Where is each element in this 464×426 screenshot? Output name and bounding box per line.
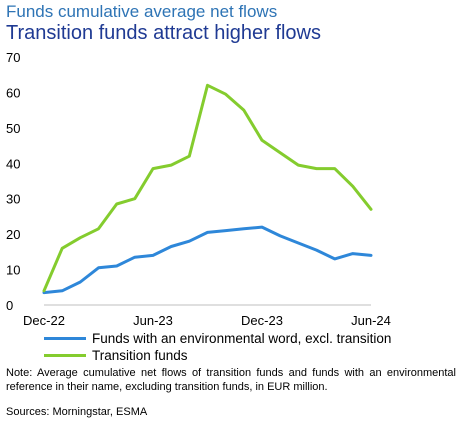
series-line-environmental (42, 225, 373, 295)
y-tick-label: 70 (6, 50, 20, 65)
x-tick-label: Jun-24 (351, 313, 391, 328)
chart-title: Funds cumulative average net flows (6, 2, 278, 21)
legend-swatch-transition (44, 354, 86, 357)
x-tick-label: Jun-23 (133, 313, 173, 328)
legend-label-environmental: Funds with an environmental word, excl. … (92, 331, 392, 346)
y-tick-label: 0 (6, 298, 13, 313)
legend-item-environmental: Funds with an environmental word, excl. … (44, 330, 391, 347)
chart-legend: Funds with an environmental word, excl. … (44, 330, 391, 364)
y-tick-label: 10 (6, 263, 20, 278)
y-tick-label: 60 (6, 85, 20, 100)
chart-note: Note: Average cumulative net flows of tr… (6, 367, 456, 393)
legend-item-transition: Transition funds (44, 347, 391, 364)
chart-source: Sources: Morningstar, ESMA (6, 406, 148, 418)
legend-label-transition: Transition funds (92, 348, 188, 363)
y-tick-label: 50 (6, 121, 20, 136)
chart-subtitle: Transition funds attract higher flows (6, 22, 321, 44)
y-tick-label: 30 (6, 192, 20, 207)
x-tick-label: Dec-23 (241, 313, 283, 328)
y-tick-label: 40 (6, 156, 20, 171)
legend-swatch-environmental (44, 337, 86, 340)
series-line-transition (42, 83, 373, 293)
line-chart: 0 10 20 30 40 50 60 70 Dec-22 Jun-23 Dec-23 Jun-24 (6, 50, 391, 328)
y-tick-label: 20 (6, 227, 20, 242)
x-tick-label: Dec-22 (23, 313, 65, 328)
